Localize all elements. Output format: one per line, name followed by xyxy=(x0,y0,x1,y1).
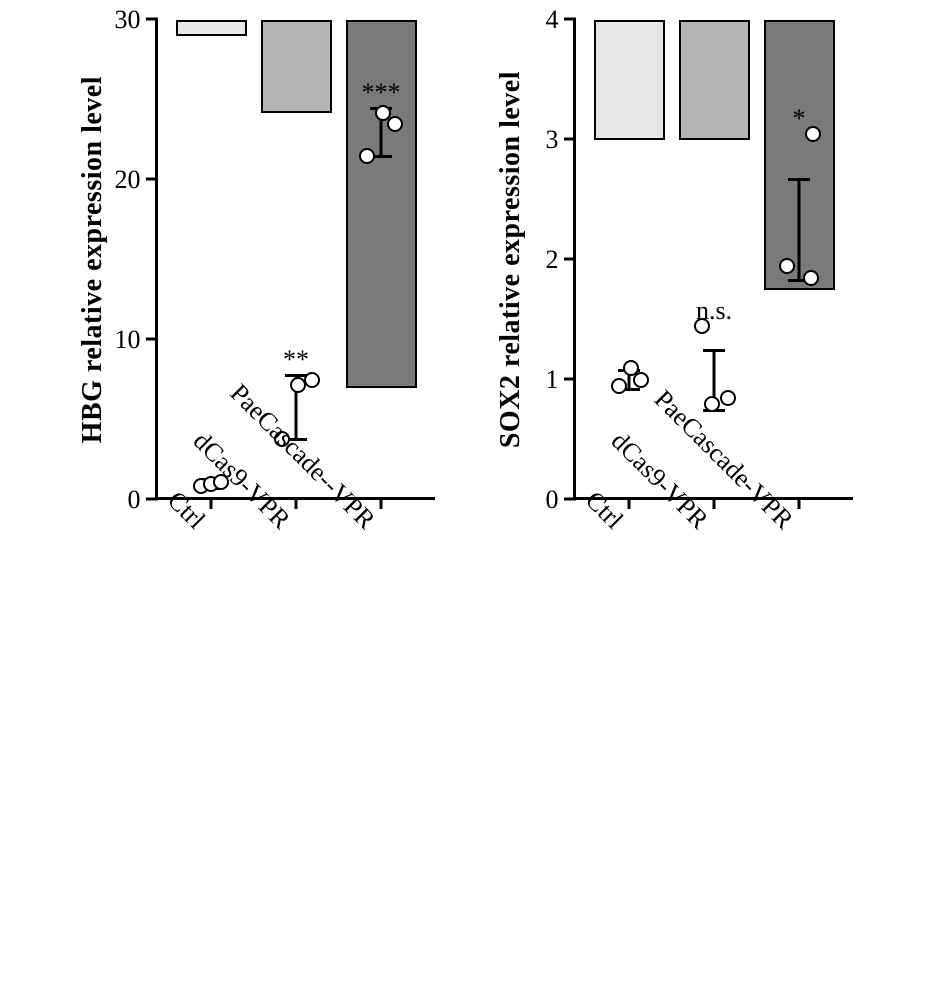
bar-group: Ctrl xyxy=(176,20,247,497)
significance-label: * xyxy=(793,104,806,134)
data-point xyxy=(623,360,639,376)
error-cap-upper xyxy=(703,349,725,352)
y-tick-label: 3 xyxy=(546,125,559,155)
x-tick xyxy=(295,497,298,509)
bar-group: ***PaeCascade--VPR xyxy=(346,20,417,497)
error-bar xyxy=(798,180,801,281)
y-tick xyxy=(564,377,576,380)
bar-overlay: Ctrl xyxy=(176,20,247,497)
bar-overlay: Ctrl xyxy=(594,20,665,497)
y-tick xyxy=(564,257,576,260)
bar-group: Ctrl xyxy=(594,20,665,497)
y-axis-label: HBG relative expression level xyxy=(77,76,109,443)
bar-overlay: ***PaeCascade--VPR xyxy=(346,20,417,497)
plot-area: 01234Ctrln.s.dCas9-VPR*PaeCascade-VPR xyxy=(573,20,853,500)
y-tick-label: 20 xyxy=(115,165,141,195)
y-tick xyxy=(146,17,158,20)
bars-container: Ctrl**dCas9-VPR***PaeCascade--VPR xyxy=(158,20,435,497)
x-axis-label: Ctrl xyxy=(608,514,658,564)
x-tick xyxy=(628,497,631,509)
y-tick-label: 2 xyxy=(546,245,559,275)
data-point xyxy=(805,126,821,142)
chart-panel-sox2: SOX2 relative expression level01234Ctrln… xyxy=(495,20,853,500)
bar-group: *PaeCascade-VPR xyxy=(764,20,835,497)
data-point xyxy=(704,396,720,412)
x-axis-label: Ctrl xyxy=(190,514,240,564)
bar-overlay: *PaeCascade-VPR xyxy=(764,20,835,497)
x-tick xyxy=(210,497,213,509)
x-axis-label: PaeCascade-VPR xyxy=(778,514,929,665)
panel-body: HBG relative expression level0102030Ctrl… xyxy=(77,20,435,500)
y-tick-label: 4 xyxy=(546,5,559,35)
plot: Ctrln.s.dCas9-VPR*PaeCascade-VPR xyxy=(573,20,853,500)
y-tick-label: 1 xyxy=(546,365,559,395)
data-point xyxy=(803,270,819,286)
x-tick xyxy=(798,497,801,509)
y-tick xyxy=(564,137,576,140)
chart-panel-hbg: HBG relative expression level0102030Ctrl… xyxy=(77,20,435,500)
y-tick xyxy=(146,497,158,500)
error-cap-upper xyxy=(788,178,810,181)
plot-area: 0102030Ctrl**dCas9-VPR***PaeCascade--VPR xyxy=(155,20,435,500)
y-axis-label: SOX2 relative expression level xyxy=(495,71,527,448)
significance-label: n.s. xyxy=(696,296,732,326)
x-tick xyxy=(713,497,716,509)
y-tick-label: 30 xyxy=(115,5,141,35)
x-tick xyxy=(380,497,383,509)
data-point xyxy=(387,116,403,132)
data-point xyxy=(720,390,736,406)
data-point xyxy=(779,258,795,274)
panel-body: SOX2 relative expression level01234Ctrln… xyxy=(495,20,853,500)
y-tick-label: 0 xyxy=(128,485,141,515)
bars-container: Ctrln.s.dCas9-VPR*PaeCascade-VPR xyxy=(576,20,853,497)
y-tick xyxy=(564,497,576,500)
significance-label: *** xyxy=(362,78,401,108)
plot: Ctrl**dCas9-VPR***PaeCascade--VPR xyxy=(155,20,435,500)
y-tick-label: 10 xyxy=(115,325,141,355)
x-axis-label: PaeCascade--VPR xyxy=(360,514,517,671)
figure: HBG relative expression level0102030Ctrl… xyxy=(20,20,909,500)
y-tick xyxy=(564,17,576,20)
y-tick-label: 0 xyxy=(546,485,559,515)
data-point xyxy=(611,378,627,394)
y-tick xyxy=(146,337,158,340)
data-point xyxy=(359,148,375,164)
significance-label: ** xyxy=(283,345,309,375)
y-tick xyxy=(146,177,158,180)
